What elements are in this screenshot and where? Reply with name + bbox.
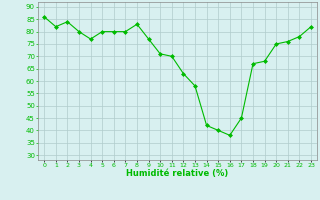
X-axis label: Humidité relative (%): Humidité relative (%) [126,169,229,178]
